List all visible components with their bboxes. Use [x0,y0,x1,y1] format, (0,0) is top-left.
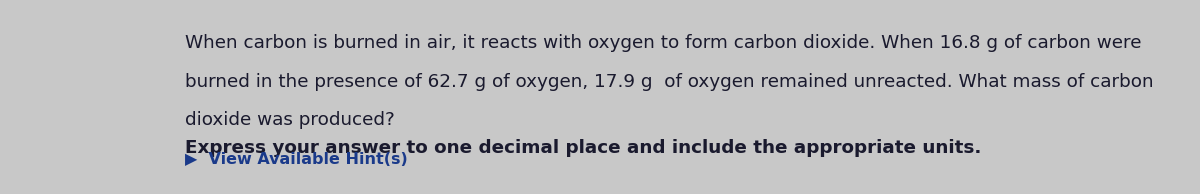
Text: dioxide was produced?: dioxide was produced? [185,111,395,129]
Text: burned in the presence of 62.7 g of oxygen, 17.9 g  of oxygen remained unreacted: burned in the presence of 62.7 g of oxyg… [185,73,1154,91]
Text: ▶  View Available Hint(s): ▶ View Available Hint(s) [185,152,408,167]
Text: When carbon is burned in air, it reacts with oxygen to form carbon dioxide. When: When carbon is burned in air, it reacts … [185,34,1142,52]
Text: Express your answer to one decimal place and include the appropriate units.: Express your answer to one decimal place… [185,139,982,157]
